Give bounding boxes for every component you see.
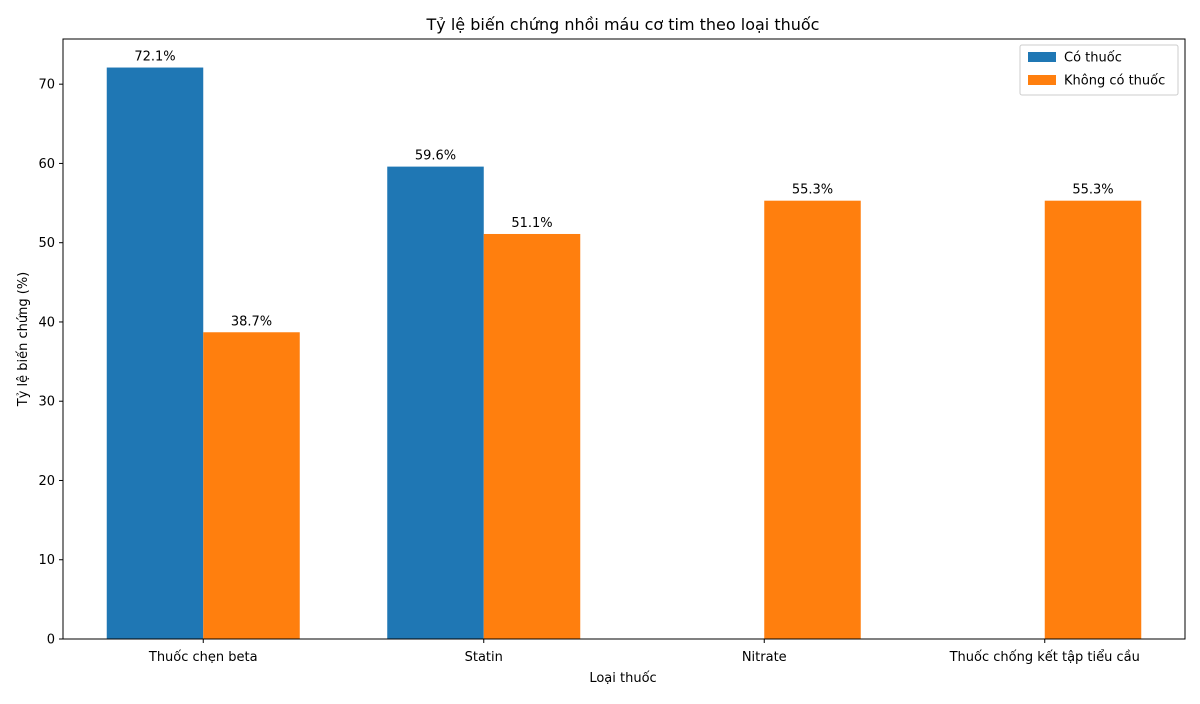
bar xyxy=(483,233,581,640)
legend-swatch xyxy=(1028,75,1056,85)
y-tick-label: 0 xyxy=(47,633,55,648)
x-tick-label: Nitrate xyxy=(742,650,787,665)
legend: Có thuốc Không có thuốc xyxy=(1019,44,1179,96)
data-label: 59.6% xyxy=(415,149,456,164)
y-tick-label: 50 xyxy=(38,236,55,251)
bar xyxy=(1044,200,1142,639)
y-tick-label: 30 xyxy=(38,395,55,410)
data-label: 55.3% xyxy=(792,183,833,198)
legend-entry: Có thuốc xyxy=(1064,51,1122,66)
legend-swatch xyxy=(1028,52,1056,62)
data-label: 55.3% xyxy=(1072,183,1113,198)
y-tick-label: 10 xyxy=(38,553,55,568)
x-tick-label: Thuốc chống kết tập tiểu cầu xyxy=(949,650,1140,665)
data-label: 38.7% xyxy=(231,314,272,329)
y-tick-label: 60 xyxy=(38,157,55,172)
chart-title: Tỷ lệ biến chứng nhồi máu cơ tim theo lo… xyxy=(426,15,820,34)
plot-area: 72.1% 59.6% 38.7% 51.1% 55.3% 55.3% 0 10 20 30 40 5… xyxy=(38,38,1186,665)
bar xyxy=(387,166,484,639)
data-label: 72.1% xyxy=(134,50,175,65)
x-tick-label: Thuốc chẹn beta xyxy=(148,650,258,665)
x-axis-label: Loại thuốc xyxy=(589,671,656,686)
y-axis-label: Tỷ lệ biến chứng (%) xyxy=(16,272,31,408)
bar xyxy=(106,67,204,639)
x-tick-label: Statin xyxy=(465,650,503,665)
y-tick-label: 20 xyxy=(38,474,55,489)
bar xyxy=(203,332,300,639)
bar xyxy=(764,200,861,639)
data-label: 51.1% xyxy=(511,216,552,231)
legend-entry: Không có thuốc xyxy=(1064,74,1165,89)
legend-box xyxy=(1019,44,1179,96)
y-tick-label: 40 xyxy=(38,315,55,330)
y-tick-label: 70 xyxy=(38,78,55,93)
plot-frame xyxy=(62,38,1186,640)
